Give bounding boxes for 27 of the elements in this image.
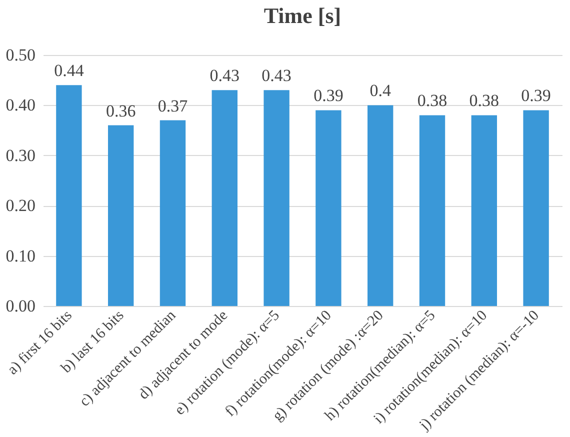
bar (212, 90, 238, 306)
bar (160, 120, 186, 306)
y-tick-label: 0.20 (6, 196, 36, 216)
bar (316, 110, 342, 306)
data-label: 0.4 (370, 81, 392, 100)
data-label: 0.36 (106, 101, 136, 120)
y-tick-label: 0.40 (6, 96, 36, 115)
bar (56, 85, 82, 306)
data-label: 0.37 (158, 96, 188, 116)
data-label: 0.39 (314, 86, 344, 106)
bar (108, 125, 134, 306)
bar (368, 105, 394, 306)
data-label: 0.44 (54, 61, 84, 80)
chart-title: Time [s] (264, 3, 342, 28)
data-label: 0.38 (469, 91, 500, 110)
bar (419, 115, 446, 306)
bar (264, 90, 290, 306)
data-label: 0.39 (521, 86, 551, 106)
data-label: 0.43 (262, 66, 292, 86)
y-tick-label: 0.50 (6, 46, 36, 64)
bar (523, 110, 549, 306)
y-tick-label: 0.30 (6, 146, 36, 165)
data-label: 0.38 (417, 91, 448, 110)
bar (471, 115, 497, 306)
data-label: 0.43 (210, 66, 240, 86)
y-tick-label: 0.10 (6, 246, 36, 266)
y-tick-label: 0.00 (6, 296, 36, 316)
